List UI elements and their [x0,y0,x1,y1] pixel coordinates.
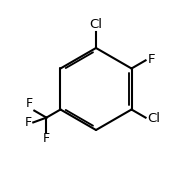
Text: F: F [25,116,32,129]
Text: Cl: Cl [147,112,160,125]
Text: F: F [26,97,33,110]
Text: F: F [147,53,155,66]
Text: Cl: Cl [89,18,103,31]
Text: F: F [43,132,50,145]
